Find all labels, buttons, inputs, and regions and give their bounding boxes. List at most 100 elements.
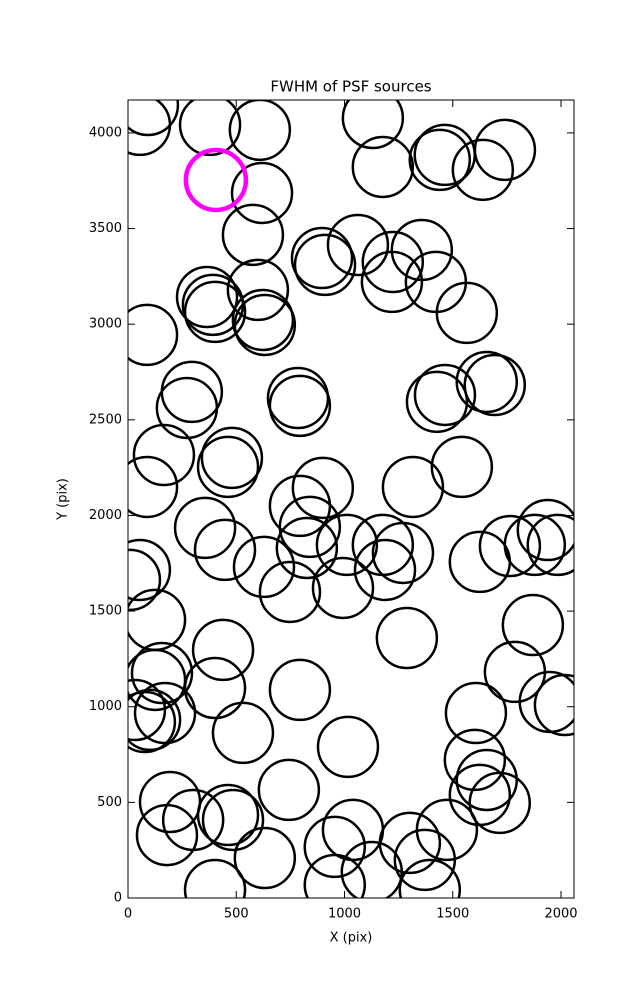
source-circle	[228, 100, 292, 162]
source-circle	[371, 521, 435, 585]
source-circle	[183, 280, 247, 344]
source-circle	[413, 123, 476, 187]
source-circle	[413, 363, 477, 427]
source-circle	[128, 548, 162, 612]
source-circle	[290, 226, 354, 290]
source-circle	[390, 218, 454, 282]
source-circle	[128, 100, 172, 157]
x-tick-label: 1500	[436, 907, 469, 922]
source-circle	[503, 513, 567, 577]
y-tick-label: 500	[97, 795, 122, 810]
source-circle	[351, 135, 415, 199]
source-circle	[232, 535, 296, 599]
x-tick-label: 0	[124, 907, 132, 922]
source-circle	[405, 370, 469, 434]
source-circle	[183, 858, 247, 898]
source-circle	[257, 758, 321, 822]
y-tick-label: 3500	[89, 221, 122, 236]
source-circle	[463, 353, 527, 417]
source-circle	[178, 100, 242, 157]
source-circle	[381, 455, 445, 519]
source-circle	[408, 128, 472, 192]
source-circle	[128, 588, 187, 652]
source-circle	[293, 233, 357, 297]
source-circle	[268, 374, 332, 438]
source-circle	[196, 783, 260, 847]
source-circle	[135, 803, 199, 867]
source-circle	[230, 161, 294, 225]
source-circle	[278, 495, 342, 559]
source-circle	[173, 496, 237, 560]
source-circle	[175, 265, 239, 329]
source-circle	[201, 788, 265, 852]
source-circle	[128, 678, 167, 742]
plot-area	[128, 100, 574, 898]
source-circle	[473, 118, 537, 182]
source-circle	[130, 641, 194, 705]
y-tick-label: 2000	[89, 508, 122, 523]
source-circle	[231, 288, 295, 352]
source-circle	[233, 293, 297, 357]
source-circle	[303, 815, 367, 879]
source-circle	[303, 853, 367, 898]
source-circle	[353, 538, 417, 602]
source-circle	[191, 618, 255, 682]
source-circle	[375, 606, 439, 670]
source-circle	[468, 771, 531, 835]
source-circle	[478, 514, 542, 578]
y-tick-label: 4000	[89, 125, 122, 140]
x-tick-label: 500	[224, 907, 249, 922]
source-circle	[455, 350, 518, 414]
source-circle	[393, 828, 457, 892]
source-circle	[398, 858, 462, 898]
y-tick-label: 2500	[89, 412, 122, 427]
source-circle	[326, 213, 390, 277]
source-circle	[155, 376, 219, 440]
y-tick-label: 3000	[89, 317, 122, 332]
source-circle	[340, 840, 404, 898]
source-circle	[128, 455, 179, 519]
source-circle	[291, 456, 355, 520]
x-tick-label: 2000	[544, 907, 577, 922]
source-circle	[268, 658, 332, 722]
source-circle	[435, 281, 499, 345]
source-circle	[128, 690, 177, 754]
source-circle	[183, 147, 249, 213]
x-tick-label: 1000	[328, 907, 361, 922]
y-tick-label: 1000	[89, 699, 122, 714]
chart-title: FWHM of PSF sources	[270, 78, 431, 96]
source-circle	[221, 203, 285, 267]
source-circle	[193, 518, 257, 582]
y-tick-label: 1500	[89, 604, 122, 619]
source-circle	[128, 100, 180, 137]
source-circle	[455, 748, 518, 812]
source-circle	[311, 556, 375, 620]
source-circle	[516, 498, 574, 562]
source-circle	[315, 513, 379, 577]
x-axis-label: X (pix)	[330, 931, 373, 946]
y-axis-label: Y (pix)	[56, 478, 71, 521]
source-circle	[341, 100, 405, 150]
source-circle	[430, 435, 494, 499]
source-circle	[128, 303, 179, 367]
source-circle	[132, 423, 196, 487]
source-circle	[233, 826, 297, 890]
source-circle	[211, 701, 275, 765]
source-circle	[361, 230, 425, 294]
source-circle	[200, 426, 264, 490]
source-circle	[321, 798, 385, 862]
source-circle	[483, 640, 547, 704]
source-circle	[443, 728, 507, 792]
source-circle	[501, 593, 565, 657]
source-circle	[128, 538, 172, 602]
source-circle	[183, 656, 247, 720]
source-circle	[128, 688, 182, 752]
source-circle	[226, 258, 290, 322]
source-circle	[258, 560, 322, 624]
y-tick-label: 0	[114, 891, 122, 906]
source-circle	[275, 516, 339, 580]
source-circle	[316, 715, 380, 779]
source-circle	[444, 681, 508, 745]
source-circle	[196, 435, 260, 499]
